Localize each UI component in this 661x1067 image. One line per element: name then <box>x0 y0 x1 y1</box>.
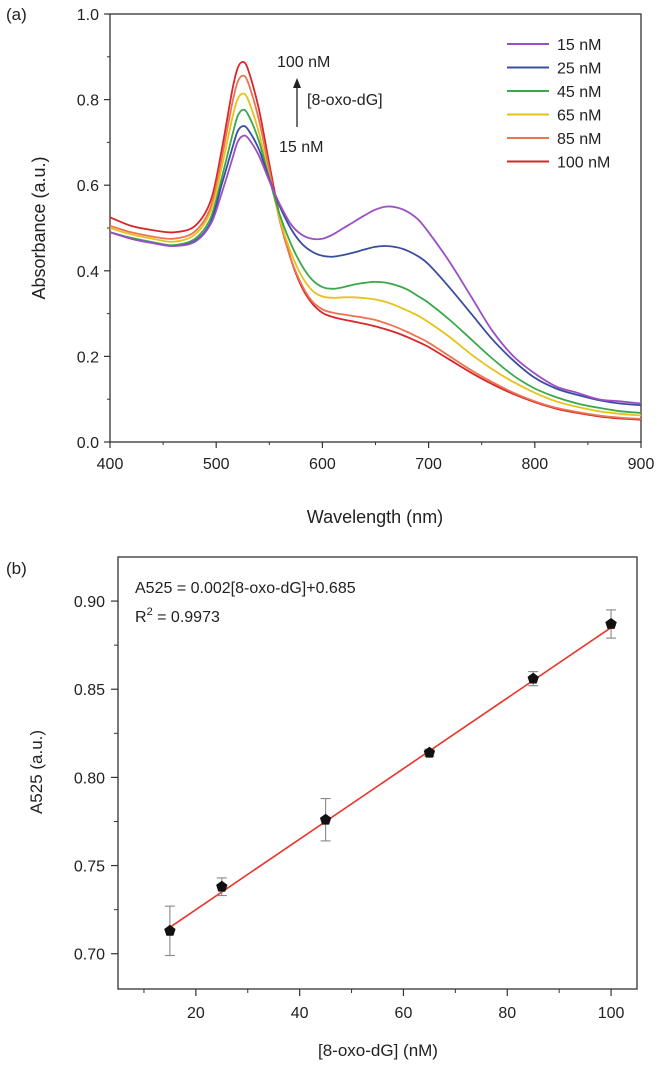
spectrum-line-65-nm <box>109 92 642 417</box>
panel-b-label: (b) <box>6 559 27 578</box>
annotation-top: 100 nM <box>277 54 330 71</box>
panel-a: (a) 400 500 600 700 800 900 0.0 0.2 0.4 0.6 0.8 1.0… <box>6 5 654 527</box>
panel-a-ticks: 400 500 600 700 800 900 0.0 0.2 0.4 0.6 0.8 1.0 <box>77 7 655 473</box>
arrow-up-icon <box>293 78 301 88</box>
legend-label: 85 nM <box>557 131 601 148</box>
spectrum-line-100-nm <box>109 61 642 421</box>
panel-b-ticks: 20 40 60 80 100 0.70 0.75 0.80 0.85 0.90 <box>74 594 625 1022</box>
y-tick-label: 0.4 <box>77 264 99 281</box>
spectrum-line-45-nm <box>109 108 642 414</box>
data-point-marker <box>164 924 176 936</box>
panel-a-plot-frame <box>109 13 642 443</box>
data-point-marker <box>216 880 228 892</box>
panel-a-ylabel: Absorbance (a.u.) <box>29 156 49 299</box>
y-tick-label: 0.90 <box>74 594 105 611</box>
x-tick-label: 40 <box>291 1005 309 1022</box>
r2-superscript: 2 <box>147 606 153 618</box>
panel-a-spectra <box>109 61 642 421</box>
panel-b-xlabel: [8-oxo-dG] (nM) <box>318 1041 438 1060</box>
spectrum-line-15-nm <box>109 134 642 405</box>
panel-b-ylabel: A525 (a.u.) <box>27 730 46 814</box>
y-tick-label: 1.0 <box>77 7 99 24</box>
y-tick-label: 0.70 <box>74 947 105 964</box>
x-tick-label: 600 <box>309 456 336 473</box>
y-tick-label: 0.2 <box>77 349 99 366</box>
x-tick-label: 700 <box>415 456 442 473</box>
x-tick-label: 500 <box>203 456 230 473</box>
x-tick-label: 100 <box>598 1005 625 1022</box>
legend-label: 100 nM <box>557 155 610 172</box>
y-tick-label: 0.6 <box>77 178 99 195</box>
spectrum-line-25-nm <box>109 125 642 407</box>
panel-b: (b) 20 40 60 80 100 0.70 0.75 0.80 0.85 0.90 [8-o… <box>6 556 638 1060</box>
fit-equation: A525 = 0.002[8-oxo-dG]+0.685 <box>135 580 356 597</box>
y-tick-label: 0.80 <box>74 770 105 787</box>
x-tick-label: 800 <box>521 456 548 473</box>
annotation-bottom: 15 nM <box>279 139 323 156</box>
fit-r-squared: R2 = 0.9973 <box>135 606 220 626</box>
panel-a-label: (a) <box>6 5 27 24</box>
x-tick-label: 60 <box>395 1005 413 1022</box>
data-point-marker <box>319 813 332 825</box>
legend-label: 45 nM <box>557 84 601 101</box>
legend-label: 25 nM <box>557 61 601 78</box>
panel-b-fit <box>169 626 612 928</box>
x-tick-label: 400 <box>97 456 124 473</box>
legend-label: 15 nM <box>557 37 601 54</box>
annotation-middle: [8-oxo-dG] <box>307 92 383 109</box>
y-tick-label: 0.0 <box>77 435 99 452</box>
panel-b-plot-frame <box>117 556 638 990</box>
y-tick-label: 0.8 <box>77 93 99 110</box>
x-tick-label: 20 <box>187 1005 205 1022</box>
x-tick-label: 80 <box>498 1005 516 1022</box>
data-point-marker <box>605 618 617 629</box>
panel-b-points <box>164 609 617 957</box>
legend-label: 65 nM <box>557 108 601 125</box>
spectrum-line-85-nm <box>109 74 642 420</box>
r2-prefix: R <box>135 609 147 626</box>
y-tick-label: 0.85 <box>74 682 105 699</box>
linear-fit-line <box>169 626 612 928</box>
data-point-marker <box>527 672 539 684</box>
data-point-marker <box>423 746 436 758</box>
panel-a-xlabel: Wavelength (nm) <box>307 507 443 527</box>
x-tick-label: 900 <box>628 456 655 473</box>
r2-value: = 0.9973 <box>153 609 220 626</box>
panel-a-legend: 15 nM 25 nM 45 nM 65 nM 85 nM 100 nM <box>507 37 610 172</box>
y-tick-label: 0.75 <box>74 859 105 876</box>
